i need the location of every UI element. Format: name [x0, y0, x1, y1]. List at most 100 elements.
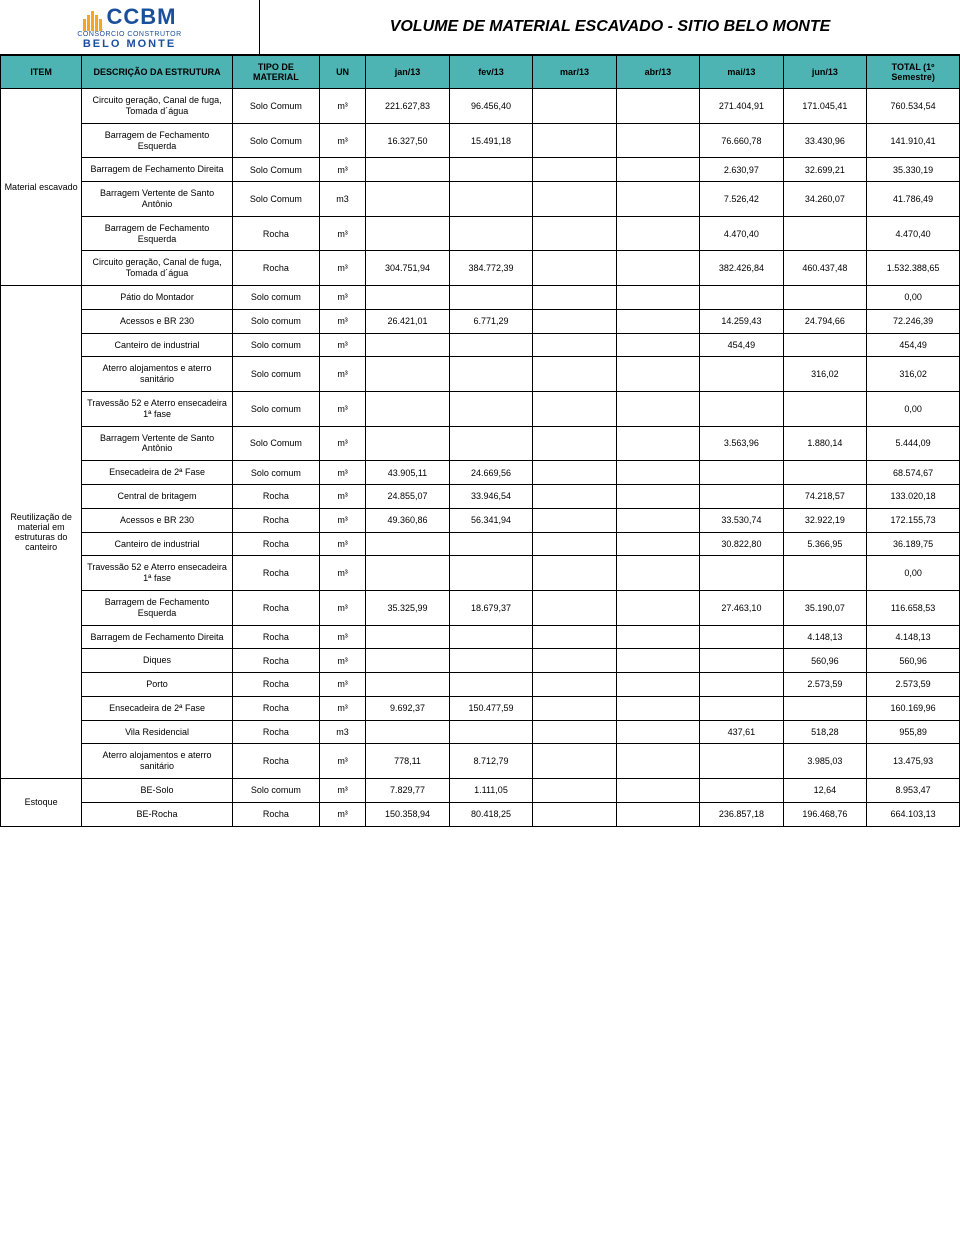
value-cell	[533, 158, 616, 182]
tipo-cell: Solo comum	[232, 309, 319, 333]
tipo-cell: Rocha	[232, 251, 319, 286]
value-cell	[700, 556, 783, 591]
un-cell: m³	[319, 89, 365, 124]
value-cell	[533, 216, 616, 251]
table-row: Aterro alojamentos e aterro sanitárioRoc…	[1, 744, 960, 779]
value-cell: 1.111,05	[449, 779, 532, 803]
desc-cell: BE-Solo	[82, 779, 233, 803]
value-cell	[366, 333, 449, 357]
value-cell	[533, 333, 616, 357]
total-cell: 2.573,59	[867, 673, 960, 697]
desc-cell: Ensecadeira de 2ª Fase	[82, 696, 233, 720]
total-cell: 5.444,09	[867, 426, 960, 461]
desc-cell: Circuito geração, Canal de fuga, Tomada …	[82, 251, 233, 286]
tipo-cell: Rocha	[232, 508, 319, 532]
value-cell	[616, 802, 699, 826]
value-cell	[449, 182, 532, 217]
th-m5: mai/13	[700, 56, 783, 89]
value-cell	[616, 333, 699, 357]
tipo-cell: Solo comum	[232, 461, 319, 485]
value-cell	[533, 720, 616, 744]
value-cell	[616, 89, 699, 124]
value-cell	[366, 625, 449, 649]
table-row: Barragem de Fechamento DireitaRocham³4.1…	[1, 625, 960, 649]
table-row: Acessos e BR 230Rocham³49.360,8656.341,9…	[1, 508, 960, 532]
tipo-cell: Solo Comum	[232, 123, 319, 158]
value-cell	[700, 391, 783, 426]
value-cell: 236.857,18	[700, 802, 783, 826]
value-cell: 33.430,96	[783, 123, 866, 158]
value-cell: 4.148,13	[783, 625, 866, 649]
table-row: Canteiro de industrialRocham³30.822,805.…	[1, 532, 960, 556]
value-cell	[366, 285, 449, 309]
value-cell	[700, 625, 783, 649]
desc-cell: Barragem Vertente de Santo Antônio	[82, 426, 233, 461]
value-cell: 150.358,94	[366, 802, 449, 826]
value-cell: 96.456,40	[449, 89, 532, 124]
value-cell: 24.855,07	[366, 484, 449, 508]
desc-cell: Circuito geração, Canal de fuga, Tomada …	[82, 89, 233, 124]
value-cell: 16.327,50	[366, 123, 449, 158]
value-cell	[616, 216, 699, 251]
value-cell	[533, 590, 616, 625]
total-cell: 664.103,13	[867, 802, 960, 826]
un-cell: m³	[319, 251, 365, 286]
total-cell: 133.020,18	[867, 484, 960, 508]
value-cell	[616, 182, 699, 217]
data-table: ITEM DESCRIÇÃO DA ESTRUTURA TIPO DE MATE…	[0, 55, 960, 826]
value-cell: 30.822,80	[700, 532, 783, 556]
value-cell	[366, 649, 449, 673]
value-cell	[533, 532, 616, 556]
value-cell	[700, 461, 783, 485]
page-title: VOLUME DE MATERIAL ESCAVADO - SITIO BELO…	[260, 0, 960, 54]
value-cell	[366, 216, 449, 251]
value-cell	[533, 779, 616, 803]
value-cell: 12,64	[783, 779, 866, 803]
value-cell: 778,11	[366, 744, 449, 779]
table-row: Barragem de Fechamento DireitaSolo Comum…	[1, 158, 960, 182]
desc-cell: Pátio do Montador	[82, 285, 233, 309]
un-cell: m³	[319, 484, 365, 508]
value-cell: 150.477,59	[449, 696, 532, 720]
logo-bars-icon	[83, 5, 103, 31]
value-cell	[449, 649, 532, 673]
table-row: DiquesRocham³560,96560,96	[1, 649, 960, 673]
value-cell	[533, 309, 616, 333]
value-cell: 316,02	[783, 357, 866, 392]
value-cell	[449, 556, 532, 591]
desc-cell: Barragem Vertente de Santo Antônio	[82, 182, 233, 217]
un-cell: m³	[319, 357, 365, 392]
value-cell	[533, 744, 616, 779]
table-row: Reutilização de material em estruturas d…	[1, 285, 960, 309]
total-cell: 560,96	[867, 649, 960, 673]
tipo-cell: Solo comum	[232, 333, 319, 357]
desc-cell: Aterro alojamentos e aterro sanitário	[82, 744, 233, 779]
value-cell: 35.325,99	[366, 590, 449, 625]
tipo-cell: Rocha	[232, 625, 319, 649]
value-cell: 74.218,57	[783, 484, 866, 508]
th-m6: jun/13	[783, 56, 866, 89]
desc-cell: Barragem de Fechamento Esquerda	[82, 216, 233, 251]
value-cell: 76.660,78	[700, 123, 783, 158]
value-cell: 43.905,11	[366, 461, 449, 485]
un-cell: m³	[319, 508, 365, 532]
total-cell: 955,89	[867, 720, 960, 744]
value-cell: 171.045,41	[783, 89, 866, 124]
desc-cell: Travessão 52 e Aterro ensecadeira 1ª fas…	[82, 556, 233, 591]
un-cell: m³	[319, 532, 365, 556]
table-row: Travessão 52 e Aterro ensecadeira 1ª fas…	[1, 391, 960, 426]
value-cell	[449, 673, 532, 697]
desc-cell: BE-Rocha	[82, 802, 233, 826]
un-cell: m³	[319, 391, 365, 426]
value-cell	[783, 461, 866, 485]
desc-cell: Barragem de Fechamento Direita	[82, 625, 233, 649]
value-cell: 304.751,94	[366, 251, 449, 286]
value-cell	[616, 357, 699, 392]
table-row: Barragem de Fechamento EsquerdaSolo Comu…	[1, 123, 960, 158]
value-cell	[783, 391, 866, 426]
total-cell: 8.953,47	[867, 779, 960, 803]
value-cell	[533, 673, 616, 697]
value-cell: 384.772,39	[449, 251, 532, 286]
un-cell: m³	[319, 696, 365, 720]
total-cell: 4.148,13	[867, 625, 960, 649]
